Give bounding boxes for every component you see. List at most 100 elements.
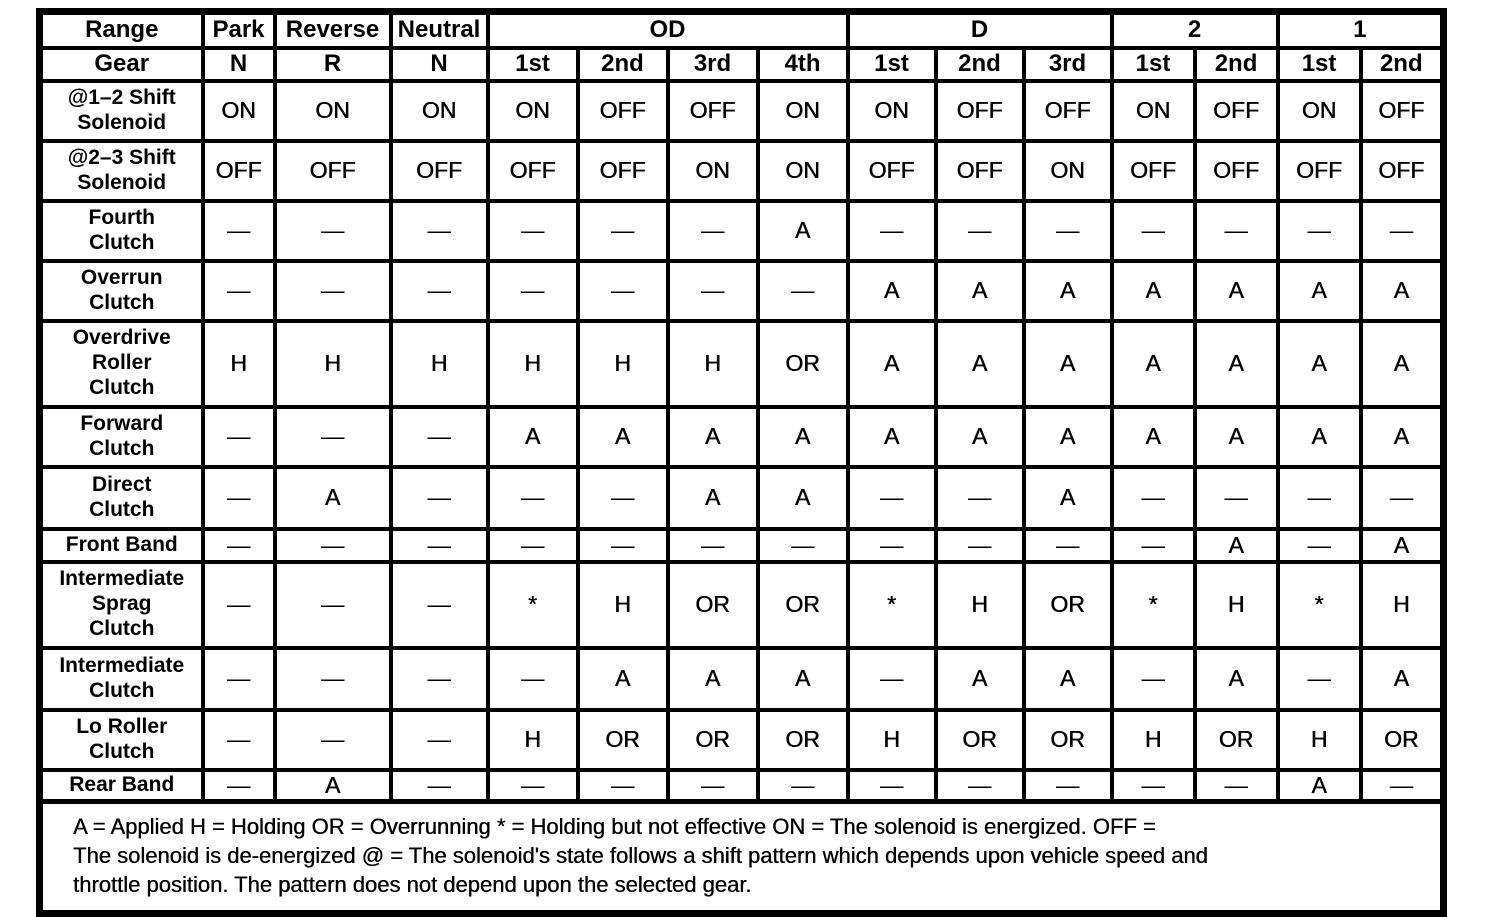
value-cell: A [665, 645, 760, 712]
value-cell: H [485, 318, 580, 409]
row-label-line: @1–2 Shift [67, 85, 176, 109]
value-cell: OR [1021, 559, 1114, 650]
value-cell: — [1275, 645, 1363, 712]
value-cell: A [1358, 258, 1446, 323]
gear-cell: 2nd [933, 45, 1026, 83]
value-cell: — [200, 198, 277, 263]
table-row: @2–3 Shift Solenoid OFF OFF OFF OFF OFF ON ON OFF… [37, 138, 1446, 203]
value-cell: — [200, 404, 277, 469]
value-cell: A [485, 404, 580, 469]
table-row: Intermediate Clutch — — — — A A A — A A — A — A [37, 645, 1446, 712]
row-label-line: Overrun [80, 265, 163, 289]
value-cell: — [1358, 767, 1446, 804]
value-cell: H [665, 318, 760, 409]
value-cell: A [1109, 258, 1197, 323]
value-cell: H [272, 318, 393, 409]
value-cell: OFF [272, 138, 393, 203]
value-cell: ON [272, 78, 393, 143]
value-cell: — [388, 404, 490, 469]
value-cell: A [755, 198, 850, 263]
chart-footer: A = Applied H = Holding OR = Overrunning… [37, 799, 1446, 916]
row-label-line: Clutch [89, 375, 155, 399]
gear-header: Gear [37, 45, 205, 83]
value-cell: A [272, 767, 393, 804]
value-cell: H [845, 707, 938, 772]
value-cell: A [933, 404, 1026, 469]
table-row: Overdrive Roller Clutch H H H H H H OR A A A A A A A [37, 318, 1446, 409]
value-cell: A [1275, 767, 1363, 804]
value-cell: OFF [388, 138, 490, 203]
row-label-line: Lo Roller [76, 714, 168, 738]
value-cell: — [1192, 198, 1280, 263]
value-cell: — [272, 198, 393, 263]
range-group-header: 1 [1275, 9, 1446, 50]
value-cell: — [1021, 526, 1114, 564]
value-cell: — [1109, 198, 1197, 263]
value-cell: — [665, 258, 760, 323]
value-cell: H [1275, 707, 1363, 772]
row-label-line: Intermediate [59, 653, 185, 677]
value-cell: OFF [665, 78, 760, 143]
value-cell: — [200, 707, 277, 772]
value-cell: — [388, 464, 490, 531]
value-cell: — [845, 767, 938, 804]
value-cell: H [575, 318, 670, 409]
gear-cell: 2nd [575, 45, 670, 83]
value-cell: — [200, 559, 277, 650]
value-cell: H [200, 318, 277, 409]
value-cell: — [1109, 464, 1197, 531]
gear-cell: 1st [1275, 45, 1363, 83]
value-cell: A [1192, 645, 1280, 712]
value-cell: — [485, 464, 580, 531]
row-label: @2–3 Shift Solenoid [37, 138, 205, 203]
value-cell: — [575, 464, 670, 531]
value-cell: OFF [1021, 78, 1114, 143]
range-header-row: Range Park Reverse Neutral OD D 2 1 [37, 9, 1446, 50]
legend-line: A = Applied H = Holding OR = Overrunning… [73, 814, 1156, 839]
value-cell: OFF [485, 138, 580, 203]
value-cell: — [665, 526, 760, 564]
value-cell: — [272, 526, 393, 564]
value-cell: — [755, 258, 850, 323]
value-cell: — [845, 645, 938, 712]
value-cell: A [665, 404, 760, 469]
row-label: Forward Clutch [37, 404, 205, 469]
gear-header-row: Gear N R N 1st 2nd 3rd 4th 1st 2nd 3rd 1st 2nd 1st 2nd [37, 45, 1446, 83]
value-cell: — [1109, 645, 1197, 712]
value-cell: — [845, 464, 938, 531]
value-cell: — [388, 258, 490, 323]
value-cell: — [933, 526, 1026, 564]
row-label-line: Direct [91, 472, 152, 496]
value-cell: ON [200, 78, 277, 143]
value-cell: H [575, 559, 670, 650]
value-cell: — [1192, 464, 1280, 531]
value-cell: — [272, 559, 393, 650]
value-cell: A [1275, 404, 1363, 469]
row-label: Front Band [37, 526, 205, 564]
value-cell: — [933, 767, 1026, 804]
value-cell: OFF [933, 78, 1026, 143]
value-cell: — [272, 707, 393, 772]
value-cell: H [485, 707, 580, 772]
gear-cell: 1st [1109, 45, 1197, 83]
table-row: Overrun Clutch — — — — — — — A A A A A A A [37, 258, 1446, 323]
value-cell: OFF [1192, 138, 1280, 203]
value-cell: OR [665, 559, 760, 650]
value-cell: ON [485, 78, 580, 143]
row-label-line: Solenoid [77, 110, 167, 134]
value-cell: — [485, 258, 580, 323]
value-cell: A [1358, 404, 1446, 469]
value-cell: A [1021, 318, 1114, 409]
value-cell: — [1275, 198, 1363, 263]
value-cell: A [1021, 404, 1114, 469]
row-label: Rear Band [37, 767, 205, 804]
value-cell: A [845, 258, 938, 323]
clutch-band-application-chart: Range Park Reverse Neutral OD D 2 1 Gear N R N 1st 2n… [36, 8, 1448, 917]
value-cell: A [665, 464, 760, 531]
gear-cell: 4th [755, 45, 850, 83]
value-cell: OR [1192, 707, 1280, 772]
chart-body: @1–2 Shift Solenoid ON ON ON ON OFF OFF ON ON OFF O… [37, 78, 1446, 804]
value-cell: * [485, 559, 580, 650]
value-cell: — [485, 526, 580, 564]
